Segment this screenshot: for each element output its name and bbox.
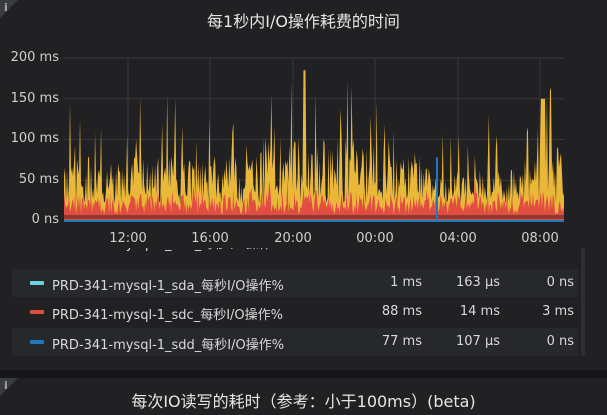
x-tick-label: 16:00 bbox=[191, 231, 229, 246]
legend-max: 77 ms bbox=[381, 334, 422, 349]
y-tick-label: 100 ms bbox=[10, 131, 59, 146]
legend-current: 3 ms bbox=[542, 304, 574, 319]
legend-name: PRD-341-mysql-1_sdb_每秒I/O操作% bbox=[52, 248, 284, 252]
legend-scrollbar[interactable] bbox=[581, 248, 585, 356]
legend-row-partial[interactable]: PRD-341-mysql-1_sdb_每秒I/O操作% ... ... ... bbox=[12, 248, 578, 262]
legend: PRD-341-mysql-1_sdb_每秒I/O操作% ... ... ...… bbox=[12, 248, 578, 360]
y-tick-label: 200 ms bbox=[10, 50, 59, 65]
legend-name: PRD-341-mysql-1_sda_每秒I/O操作% bbox=[52, 279, 284, 294]
legend-swatch bbox=[30, 340, 44, 344]
io-time-chart[interactable] bbox=[0, 0, 607, 250]
legend-row-sdc[interactable]: PRD-341-mysql-1_sdc_每秒I/O操作% 88 ms 14 ms… bbox=[12, 298, 578, 326]
legend-row-sdd[interactable]: PRD-341-mysql-1_sdd_每秒I/O操作% 77 ms 107 µ… bbox=[12, 328, 578, 356]
x-tick-label: 20:00 bbox=[274, 231, 312, 246]
series-area-sdc bbox=[64, 174, 564, 221]
series-area-sdd bbox=[64, 215, 564, 219]
series-area-total bbox=[64, 70, 564, 221]
panel-title[interactable]: 每次IO读写的耗时（参考：小于100ms）(beta) bbox=[131, 392, 476, 411]
x-tick-label: 12:00 bbox=[109, 231, 147, 246]
legend-swatch bbox=[30, 310, 44, 314]
legend-max: 1 ms bbox=[390, 275, 422, 290]
panel-title[interactable]: 每1秒内I/O操作耗费的时间 bbox=[207, 12, 400, 31]
io-time-panel: i 每1秒内I/O操作耗费的时间 200 ms 150 ms 100 ms 50… bbox=[0, 0, 607, 370]
legend-max: 88 ms bbox=[381, 304, 422, 319]
legend-current: 0 ns bbox=[546, 275, 574, 290]
legend-name: PRD-341-mysql-1_sdd_每秒I/O操作% bbox=[52, 338, 285, 353]
x-tick-label: 04:00 bbox=[439, 231, 477, 246]
legend-current: 0 ns bbox=[546, 334, 574, 349]
legend-avg: 107 µs bbox=[456, 334, 500, 349]
legend-avg: 14 ms bbox=[459, 304, 500, 319]
x-tick-label: 08:00 bbox=[521, 231, 559, 246]
y-tick-label: 150 ms bbox=[10, 91, 59, 106]
legend-avg: 163 µs bbox=[456, 275, 500, 290]
legend-row-sda[interactable]: PRD-341-mysql-1_sda_每秒I/O操作% 1 ms 163 µs… bbox=[12, 269, 578, 297]
x-tick-label: 00:00 bbox=[356, 231, 394, 246]
y-tick-label: 0 ns bbox=[31, 212, 59, 227]
legend-name: PRD-341-mysql-1_sdc_每秒I/O操作% bbox=[52, 308, 284, 323]
legend-swatch bbox=[30, 281, 44, 285]
y-tick-label: 50 ms bbox=[18, 172, 59, 187]
io-latency-panel: i 每次IO读写的耗时（参考：小于100ms）(beta) bbox=[0, 378, 607, 415]
